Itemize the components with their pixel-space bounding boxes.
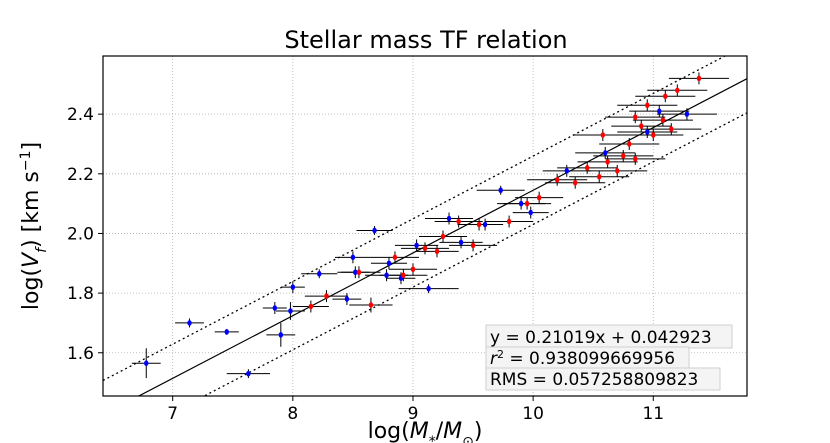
blue-data-point (272, 305, 278, 311)
red-data-point (401, 272, 406, 279)
red-data-point (392, 254, 398, 261)
red-data-point (621, 153, 626, 159)
red-data-point (506, 218, 512, 225)
rms-text: RMS = 0.057258809823 (490, 370, 698, 390)
x-tick-label: 9 (408, 404, 419, 424)
fit-equation-text: y = 0.21019x + 0.042923 (490, 328, 712, 348)
annotation-box-3 (485, 367, 721, 391)
blue-data-point (564, 168, 569, 174)
y-tick-label: 2.4 (67, 105, 94, 125)
red-data-point (633, 156, 638, 162)
y-tick-label: 1.8 (67, 284, 94, 304)
red-data-point (456, 218, 461, 225)
y-tick-label: 2.2 (67, 165, 94, 185)
blue-data-point (224, 329, 229, 335)
blue-data-point (317, 270, 322, 277)
r-squared-text: r2 = 0.938099669956 (490, 348, 675, 370)
red-data-point (324, 293, 329, 299)
x-axis-label: log(M*/M⊙) (368, 419, 483, 443)
plot-frame (102, 55, 748, 397)
blue-data-point (344, 296, 350, 302)
blue-data-point (528, 209, 533, 216)
blue-data-point (353, 269, 358, 276)
red-data-point (597, 173, 602, 180)
red-data-point (410, 266, 416, 273)
x-tick-label: 11 (642, 404, 664, 424)
blue-data-point (684, 111, 690, 117)
fit-lower-bound (202, 112, 747, 396)
red-data-point (696, 75, 702, 82)
y-axis-label: log(Vf) [km s−1] (18, 142, 50, 310)
red-data-point (368, 302, 374, 308)
blue-data-point (187, 320, 192, 326)
data-points (144, 75, 702, 377)
blue-data-point (414, 242, 419, 249)
blue-data-point (518, 200, 524, 207)
blue-data-point (645, 129, 650, 135)
x-axis: 7 8 9 10 11 (167, 396, 664, 424)
blue-data-point (603, 150, 608, 156)
blue-data-point (446, 215, 452, 222)
red-data-point (476, 221, 482, 228)
red-data-point (356, 269, 362, 276)
blue-data-point (657, 108, 662, 114)
red-data-point (645, 102, 650, 109)
blue-data-point (482, 221, 488, 228)
red-data-point (422, 245, 428, 252)
red-data-point (440, 233, 446, 240)
red-data-point (651, 132, 656, 138)
blue-data-point (246, 370, 251, 377)
blue-data-point (278, 332, 284, 338)
blue-data-point (372, 227, 377, 234)
blue-data-point (290, 284, 296, 290)
red-data-point (615, 168, 620, 174)
grid (103, 56, 747, 396)
blue-data-point (144, 360, 149, 366)
red-data-point (605, 159, 610, 165)
red-data-point (663, 93, 668, 100)
blue-data-point (288, 308, 293, 314)
x-tick-label: 8 (287, 404, 298, 424)
red-data-point (600, 132, 606, 138)
blue-data-point (426, 285, 431, 292)
red-data-point (536, 194, 542, 201)
red-data-point (627, 141, 632, 147)
red-data-point (675, 87, 680, 94)
red-data-point (669, 126, 674, 132)
fit-upper-bound (103, 56, 727, 382)
x-tick-label: 7 (167, 404, 178, 424)
chart-title: Stellar mass TF relation (284, 26, 567, 54)
blue-data-point (350, 254, 356, 261)
y-axis: 1.6 1.8 2.0 2.2 2.4 (67, 105, 103, 364)
red-data-point (633, 114, 638, 120)
red-data-point (554, 176, 560, 183)
red-data-point (572, 179, 578, 186)
y-tick-label: 2.0 (67, 224, 94, 244)
blue-data-point (458, 239, 464, 246)
blue-data-point (384, 272, 389, 279)
red-data-point (660, 117, 666, 123)
red-data-point (524, 200, 530, 207)
x-tick-label: 10 (522, 404, 544, 424)
red-data-point (585, 165, 590, 171)
red-data-point (308, 303, 314, 310)
y-tick-label: 1.6 (67, 344, 94, 364)
red-data-point (639, 123, 644, 129)
red-data-point (434, 248, 440, 255)
blue-data-point (498, 187, 503, 194)
red-data-point (470, 242, 476, 249)
blue-data-point (386, 260, 392, 267)
